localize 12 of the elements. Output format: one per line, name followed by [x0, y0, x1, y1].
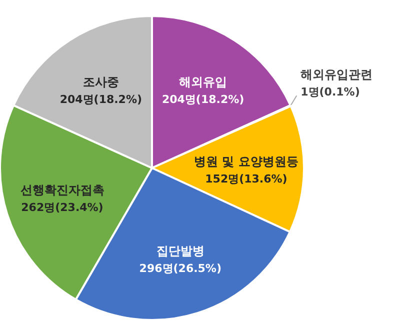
slice-label: 조사중 — [82, 74, 119, 89]
data-label: 1명(0.1%) — [300, 86, 360, 99]
slice-label: 선행확진자접촉 — [20, 182, 104, 197]
data-label: 204명(18.2%) — [60, 92, 142, 106]
data-label: 204명(18.2%) — [162, 92, 244, 106]
data-label: 152명(13.6%) — [205, 172, 288, 186]
slice-label: 집단발병 — [156, 244, 204, 258]
data-label: 262명(23.4%) — [21, 200, 104, 214]
data-label: 296명(26.5%) — [139, 262, 222, 275]
slice-label: 해외유입관련 — [300, 68, 373, 82]
slice-label: 해외유입 — [179, 74, 228, 89]
slice-label: 병원 및 요양병원등 — [194, 154, 298, 169]
